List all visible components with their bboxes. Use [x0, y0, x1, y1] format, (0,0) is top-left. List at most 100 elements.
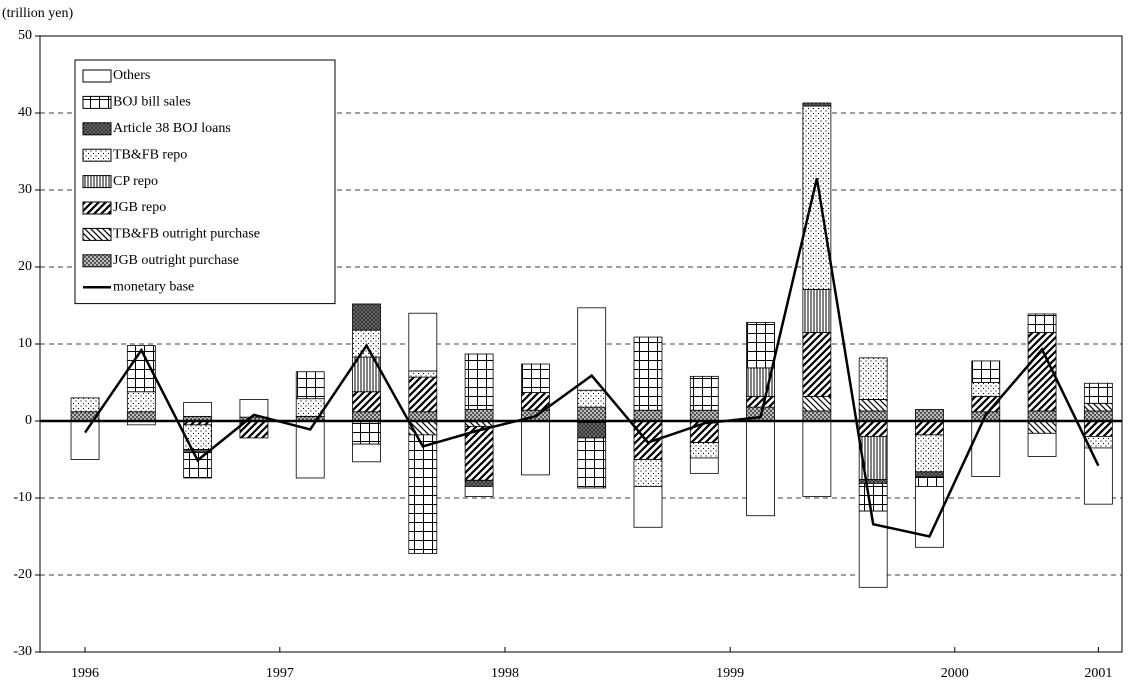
x-tick-label: 2001: [1084, 666, 1112, 681]
bar-segment: [464, 479, 494, 487]
bar-segment: [521, 363, 550, 393]
y-tick-label: 20: [18, 259, 32, 274]
bar-segment: [746, 395, 775, 408]
bar-segment: [521, 392, 550, 411]
bar-segment: [1083, 420, 1113, 437]
bar-segment: [126, 411, 156, 422]
plot-frame: [39, 35, 1123, 653]
legend-swatch: [82, 122, 112, 136]
bar-segment: [802, 395, 832, 412]
bar-segment: [577, 406, 607, 422]
legend-swatch: [82, 69, 112, 83]
bar-segment: [521, 420, 550, 476]
bar-segment: [633, 336, 663, 411]
bar-segment: [1083, 447, 1113, 505]
bar-segment: [802, 288, 832, 333]
bar-segment: [689, 442, 719, 459]
bar-segment: [858, 399, 888, 412]
bar-segment: [633, 486, 663, 528]
legend-label: BOJ bill sales: [113, 95, 191, 110]
bar-segment: [746, 420, 775, 517]
bar-segment: [577, 437, 607, 489]
bar-segment: [577, 307, 607, 391]
bar-segment: [183, 402, 213, 417]
bar-segment: [858, 410, 888, 422]
bar-segment: [408, 434, 438, 554]
legend-label: monetary base: [113, 279, 194, 294]
y-tick-label: 30: [18, 182, 32, 197]
bar-segment: [633, 409, 663, 422]
bar-segment: [689, 375, 719, 411]
y-tick-label: 0: [25, 413, 32, 428]
bar-segment: [858, 420, 888, 437]
legend-swatch: [82, 227, 112, 241]
legend-swatch: [82, 95, 112, 109]
bar-segment: [464, 353, 494, 410]
legend-label: Others: [113, 68, 150, 83]
bar-segment: [1027, 313, 1057, 333]
x-tick-label: 1997: [266, 666, 294, 681]
bar-segment: [802, 410, 832, 422]
y-tick-label: 50: [18, 28, 32, 43]
bar-segment: [1027, 432, 1057, 457]
bar-segment: [689, 457, 719, 474]
y-tick-label: -30: [13, 644, 32, 659]
bar-segment: [1027, 410, 1057, 422]
bar-segment: [802, 332, 832, 397]
legend-label: CP repo: [113, 174, 158, 189]
x-tick-label: 1999: [716, 666, 744, 681]
y-tick-label: 40: [18, 105, 32, 120]
bar-segment: [858, 357, 888, 400]
bar-segment: [746, 322, 775, 369]
line-series: [84, 178, 1100, 538]
bar-segment: [352, 391, 381, 413]
bar-segment: [70, 397, 100, 413]
bar-segment: [408, 370, 438, 378]
bar-segment: [633, 459, 663, 487]
legend-box: [74, 59, 336, 305]
x-tick-label: 2000: [941, 666, 969, 681]
bar-segment: [1083, 402, 1113, 412]
bar-segment: [352, 420, 381, 445]
bar-segment: [464, 486, 494, 497]
legend-label: TB&FB repo: [113, 147, 187, 162]
bar-segment: [858, 479, 888, 484]
bar-segment: [1027, 420, 1057, 434]
legend-label: JGB repo: [113, 200, 166, 215]
legend-swatch: [82, 254, 112, 268]
bar-segment: [689, 409, 719, 422]
bar-segment: [408, 312, 438, 372]
bar-segment: [126, 391, 156, 413]
bar-segment: [858, 482, 888, 512]
bar-segment: [915, 476, 944, 487]
legend-swatch: [82, 148, 112, 162]
bar-segment: [70, 420, 100, 460]
legend-swatch: [82, 201, 112, 215]
bar-segment: [408, 411, 438, 422]
axis-label: (trillion yen): [2, 6, 73, 21]
bar-segment: [1083, 382, 1113, 404]
legend-label: JGB outright purchase: [113, 253, 239, 268]
y-tick-label: -10: [13, 490, 32, 505]
y-tick-label: -20: [13, 567, 32, 582]
bar-segment: [464, 425, 494, 481]
bar-segment: [183, 452, 213, 479]
bar-segment: [295, 371, 325, 400]
bar-segment: [352, 411, 381, 422]
legend-swatch: [82, 175, 112, 189]
bar-segment: [352, 303, 381, 331]
bar-segment: [352, 443, 381, 463]
legend-label: TB&FB outright purchase: [113, 227, 260, 242]
bar-segment: [464, 409, 494, 422]
bar-segment: [802, 102, 832, 107]
y-tick-label: 10: [18, 336, 32, 351]
x-tick-label: 1996: [71, 666, 99, 681]
bar-segment: [577, 389, 607, 408]
bar-segment: [239, 399, 269, 418]
bar-segment: [915, 434, 944, 473]
bar-segment: [971, 382, 1001, 397]
bar-segment: [802, 420, 832, 497]
bar-segment: [915, 471, 944, 477]
bar-segment: [1083, 410, 1113, 422]
